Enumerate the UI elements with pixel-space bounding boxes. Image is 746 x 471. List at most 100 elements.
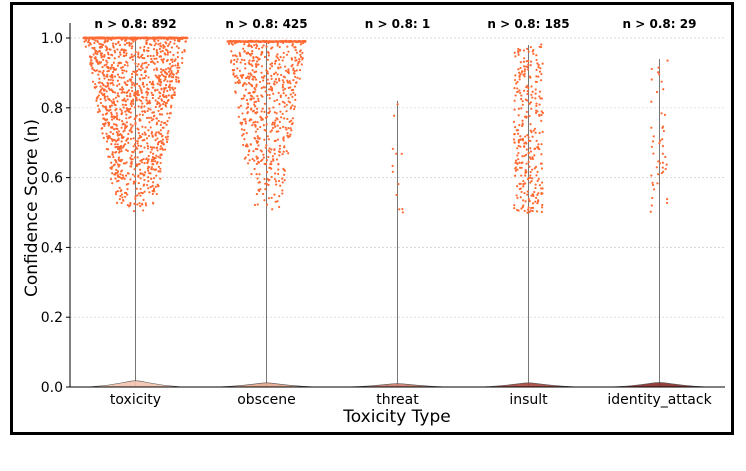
swarm-point	[97, 73, 100, 76]
swarm-point	[152, 48, 156, 51]
swarm-point	[261, 46, 264, 49]
swarm-point	[132, 182, 136, 185]
swarm-point	[274, 125, 277, 128]
swarm-point	[107, 53, 110, 56]
swarm-point	[133, 149, 136, 152]
swarm-point	[304, 40, 307, 43]
swarm-point	[242, 118, 245, 121]
swarm-point	[98, 108, 101, 111]
swarm-point	[176, 64, 180, 67]
swarm-point	[157, 109, 160, 113]
swarm-point	[169, 51, 172, 54]
swarm-point	[151, 80, 154, 83]
swarm-point	[662, 88, 665, 91]
swarm-point	[175, 75, 178, 79]
swarm-point	[539, 162, 542, 165]
swarm-point	[130, 130, 133, 133]
swarm-point	[135, 36, 138, 40]
swarm-point	[278, 205, 281, 209]
swarm-point	[534, 111, 538, 115]
swarm-point	[123, 64, 126, 67]
swarm-point	[517, 50, 520, 53]
swarm-point	[283, 76, 286, 79]
swarm-point	[658, 73, 661, 76]
swarm-point	[112, 61, 115, 64]
swarm-point	[535, 210, 539, 213]
swarm-point	[251, 157, 254, 161]
swarm-point	[526, 92, 529, 96]
swarm-point	[124, 126, 128, 129]
swarm-point	[269, 151, 272, 154]
swarm-point	[133, 70, 136, 73]
swarm-point	[282, 89, 285, 92]
swarm-point	[126, 79, 129, 83]
swarm-point	[255, 63, 258, 66]
swarm-point	[96, 36, 99, 40]
swarm-point	[138, 134, 142, 137]
swarm-point	[255, 139, 258, 143]
swarm-point	[118, 76, 121, 79]
swarm-point	[514, 167, 517, 170]
swarm-point	[137, 53, 140, 56]
swarm-point	[111, 73, 114, 77]
swarm-point	[514, 74, 517, 77]
swarm-point	[528, 199, 531, 203]
swarm-point	[168, 62, 172, 66]
swarm-point	[151, 60, 154, 63]
swarm-point	[266, 72, 269, 75]
swarm-point	[260, 53, 263, 56]
swarm-point	[139, 145, 143, 148]
swarm-point	[518, 161, 521, 164]
swarm-point	[244, 76, 248, 80]
swarm-point	[283, 117, 286, 120]
swarm-point	[173, 39, 176, 42]
swarm-point	[119, 108, 122, 111]
swarm-point	[141, 150, 144, 153]
swarm-point	[159, 45, 163, 48]
swarm-point	[143, 138, 146, 141]
swarm-point	[122, 162, 125, 165]
swarm-point	[250, 73, 253, 77]
swarm-point	[253, 103, 256, 106]
swarm-point	[294, 46, 297, 49]
violins	[79, 38, 716, 388]
swarm-point	[99, 90, 102, 93]
swarm-point	[285, 128, 288, 131]
count-label: n > 0.8: 185	[487, 17, 569, 31]
swarm-point	[272, 158, 275, 161]
swarm-point	[245, 83, 248, 86]
swarm-point	[137, 192, 141, 195]
swarm-point	[398, 208, 401, 211]
swarm-point	[110, 100, 113, 103]
swarm-point	[139, 78, 142, 81]
swarm-point	[540, 110, 543, 113]
swarm-point	[168, 116, 171, 119]
swarm-point	[144, 74, 148, 77]
swarm-point	[277, 172, 280, 176]
swarm-point	[113, 117, 116, 120]
swarm-point	[536, 62, 539, 65]
swarm-point	[531, 90, 534, 93]
swarm-point	[283, 101, 286, 104]
swarm-point	[181, 51, 184, 54]
violin-body	[210, 382, 323, 388]
swarm-point	[112, 44, 115, 47]
swarm-point	[266, 82, 269, 85]
swarm-point	[156, 102, 159, 105]
swarm-point	[146, 167, 150, 170]
swarm-point	[115, 190, 118, 194]
swarm-point	[247, 153, 250, 156]
swarm-point	[113, 91, 117, 94]
swarm-point	[117, 130, 120, 133]
swarm-point	[136, 194, 139, 197]
swarm-point	[267, 197, 271, 200]
swarm-point	[114, 173, 117, 176]
swarm-point	[120, 193, 123, 196]
swarm-point	[660, 80, 663, 83]
swarm-point	[540, 119, 543, 122]
swarm-point	[95, 59, 98, 62]
swarm-point	[162, 90, 165, 93]
swarm-point	[177, 76, 180, 79]
swarm-point	[524, 153, 528, 156]
